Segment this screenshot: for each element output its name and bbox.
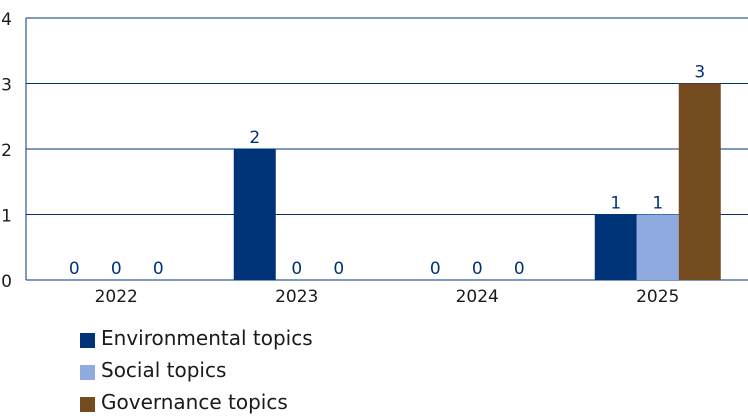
bar-2025-series-1 (636, 214, 679, 280)
y-tick-label-1: 1 (1, 207, 12, 227)
bar-2025-series-2 (678, 83, 721, 280)
x-tick-label-2022: 2022 (95, 287, 138, 307)
legend-item-environmental: Environmental topics (80, 322, 313, 354)
data-label-2022-series-2: 0 (153, 259, 164, 279)
data-label-2025-series-1: 1 (652, 194, 663, 214)
data-label-2022-series-0: 0 (69, 259, 80, 279)
y-tick-label-2: 2 (1, 141, 12, 161)
data-label-2024-series-0: 0 (430, 259, 441, 279)
x-tick-label-2025: 2025 (636, 287, 679, 307)
legend-swatch-governance (80, 396, 95, 412)
data-label-2024-series-2: 0 (514, 259, 525, 279)
legend-item-social: Social topics (80, 354, 313, 386)
bar-2025-series-0 (594, 214, 637, 280)
legend-label-governance: Governance topics (101, 390, 288, 414)
y-tick-label-0: 0 (1, 272, 12, 292)
x-tick-label-2024: 2024 (456, 287, 499, 307)
legend: Environmental topics Social topics Gover… (80, 322, 313, 418)
data-label-2025-series-0: 1 (610, 194, 621, 214)
data-label-2023-series-1: 0 (291, 259, 302, 279)
data-label-2025-series-2: 3 (694, 63, 705, 83)
x-tick-label-2023: 2023 (275, 287, 318, 307)
legend-swatch-social (80, 364, 95, 380)
legend-label-environmental: Environmental topics (101, 326, 313, 350)
legend-item-governance: Governance topics (80, 386, 313, 418)
legend-label-social: Social topics (101, 358, 227, 382)
data-label-2024-series-1: 0 (472, 259, 483, 279)
legend-swatch-environmental (80, 332, 95, 348)
data-label-2022-series-1: 0 (111, 259, 122, 279)
data-label-2023-series-0: 2 (249, 128, 260, 148)
y-tick-label-4: 4 (1, 10, 12, 30)
y-tick-label-3: 3 (1, 76, 12, 96)
data-label-2023-series-2: 0 (333, 259, 344, 279)
bar-2023-series-0 (233, 149, 276, 280)
